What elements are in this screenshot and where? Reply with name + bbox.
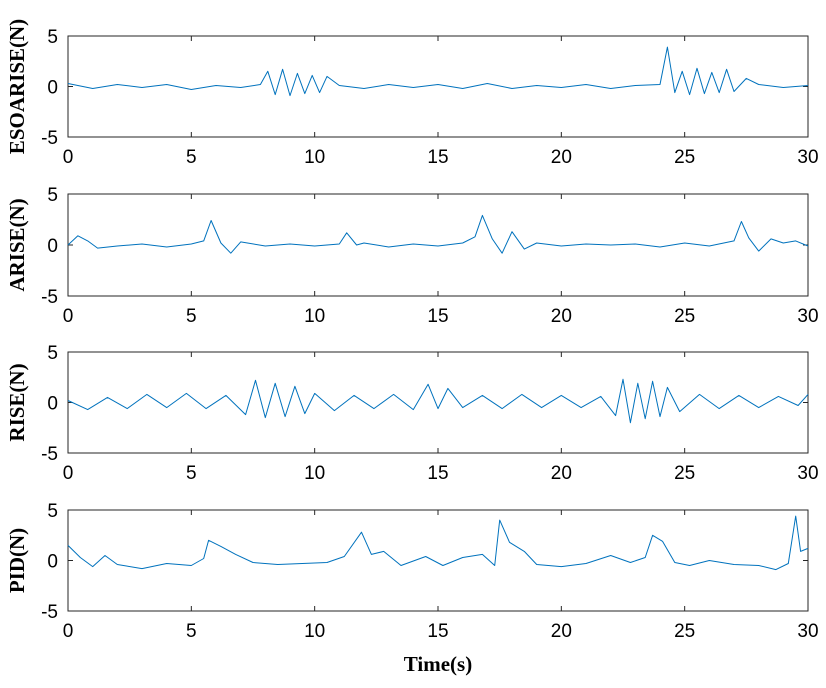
x-tick-label: 25 <box>674 147 695 168</box>
x-tick-label: 30 <box>797 147 818 168</box>
x-tick-label: 20 <box>551 463 572 484</box>
x-axis-label: Time(s) <box>404 652 472 676</box>
x-tick-label: 25 <box>674 463 695 484</box>
y-tick-label: -5 <box>41 287 58 308</box>
x-tick-label: 20 <box>551 147 572 168</box>
series-line <box>67 515 809 571</box>
x-tick-label: 0 <box>63 147 74 168</box>
y-tick-label: 5 <box>47 27 58 48</box>
y-axis-label: ARISE(N) <box>5 198 29 291</box>
y-tick-label: -5 <box>41 128 58 149</box>
x-tick-label: 15 <box>427 463 448 484</box>
x-tick-label: 20 <box>551 621 572 642</box>
x-tick-label: 30 <box>797 463 818 484</box>
y-tick-label: 0 <box>47 552 58 573</box>
x-tick-label: 0 <box>63 621 74 642</box>
x-tick-label: 30 <box>797 306 818 327</box>
y-tick-label: 0 <box>47 236 58 257</box>
x-tick-label: 15 <box>427 147 448 168</box>
plot-frame <box>67 509 809 612</box>
y-axis-label: ESOARISE(N) <box>5 19 29 154</box>
series-line <box>67 214 809 254</box>
x-tick-label: 10 <box>304 306 325 327</box>
x-tick-label: 10 <box>304 147 325 168</box>
y-tick-label: 0 <box>47 78 58 99</box>
y-tick-label: 0 <box>47 394 58 415</box>
series-line <box>67 378 809 424</box>
y-tick-label: 5 <box>47 343 58 364</box>
x-tick-label: 20 <box>551 306 572 327</box>
y-tick-label: 5 <box>47 185 58 206</box>
x-tick-label: 25 <box>674 306 695 327</box>
x-tick-label: 30 <box>797 621 818 642</box>
x-tick-label: 10 <box>304 463 325 484</box>
x-tick-label: 5 <box>186 306 197 327</box>
x-tick-label: 0 <box>63 306 74 327</box>
y-tick-label: -5 <box>41 444 58 465</box>
x-tick-label: 15 <box>427 306 448 327</box>
plot-frame <box>67 351 809 454</box>
x-tick-label: 5 <box>186 463 197 484</box>
x-tick-label: 15 <box>427 621 448 642</box>
y-tick-label: -5 <box>41 602 58 623</box>
x-tick-label: 25 <box>674 621 695 642</box>
y-tick-label: 5 <box>47 501 58 522</box>
y-axis-label: PID(N) <box>5 528 29 593</box>
x-tick-label: 5 <box>186 621 197 642</box>
y-axis-label: RISE(N) <box>5 363 29 441</box>
series-line <box>67 46 809 97</box>
x-tick-label: 10 <box>304 621 325 642</box>
x-tick-label: 5 <box>186 147 197 168</box>
x-tick-label: 0 <box>63 463 74 484</box>
